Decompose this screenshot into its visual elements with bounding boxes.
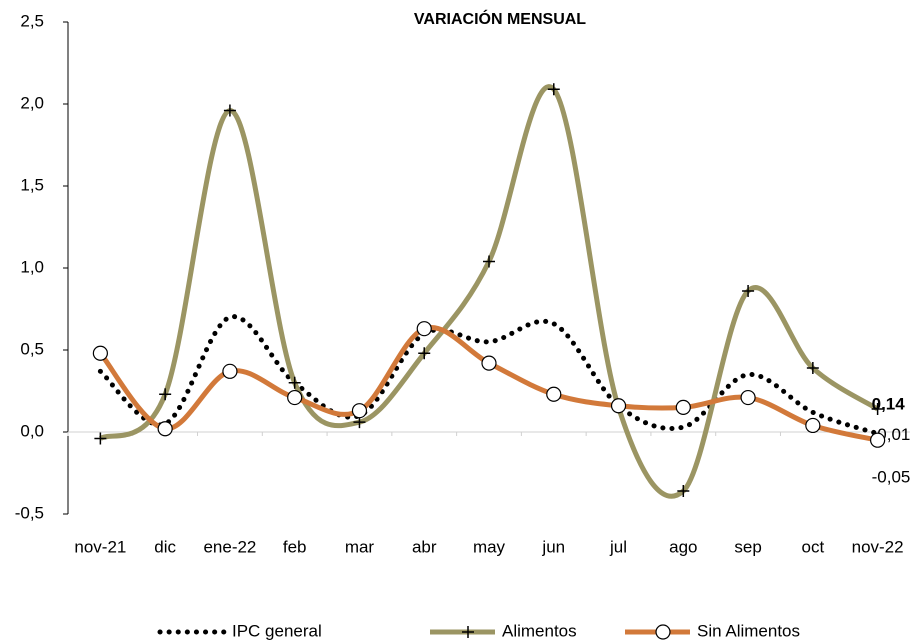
point-marker (157, 421, 173, 437)
point-marker (483, 255, 495, 268)
point-marker (740, 389, 756, 406)
x-tick-label: sep (734, 537, 761, 556)
y-tick-label: 0,0 (20, 421, 44, 440)
point-marker (610, 398, 627, 414)
point-marker (94, 432, 107, 445)
x-tick-label: feb (283, 537, 307, 556)
x-tick-label: ago (669, 537, 697, 556)
legend-label: Sin Alimentos (697, 621, 800, 640)
chart-title: VARIACIÓN MENSUAL (414, 9, 586, 28)
legend-marker (462, 626, 474, 638)
legend-label: Alimentos (502, 621, 577, 640)
y-tick-label: 2,5 (20, 11, 44, 30)
point-marker (675, 399, 691, 415)
point-marker (481, 355, 497, 371)
y-tick-label: 0,5 (20, 339, 44, 358)
point-marker (870, 432, 886, 448)
x-tick-label: abr (412, 537, 437, 556)
point-marker (416, 321, 432, 337)
series-line (97, 314, 881, 437)
y-tick-label: 1,0 (20, 257, 44, 276)
point-marker (351, 403, 368, 419)
y-tick-label: -0,5 (15, 503, 44, 522)
x-tick-label: nov-21 (74, 537, 126, 556)
point-marker (223, 104, 236, 117)
series-line (98, 324, 879, 443)
point-marker (418, 347, 431, 360)
series-line (98, 84, 879, 499)
data-label: -0,05 (872, 468, 911, 487)
x-tick-label: jul (609, 537, 627, 556)
x-tick-label: oct (802, 537, 825, 556)
point-marker (805, 417, 821, 434)
legend-marker (655, 624, 671, 640)
x-tick-label: jun (541, 537, 565, 556)
x-tick-label: may (473, 537, 506, 556)
x-tick-label: dic (154, 537, 176, 556)
y-tick-label: 2,0 (20, 93, 44, 112)
x-tick-label: mar (345, 537, 375, 556)
point-marker (871, 403, 884, 416)
point-marker (288, 376, 301, 389)
point-marker (287, 389, 303, 406)
x-tick-label: nov-22 (852, 537, 904, 556)
point-marker (546, 386, 562, 402)
point-marker (677, 485, 690, 498)
point-marker (222, 363, 238, 379)
y-tick-label: 1,5 (20, 175, 44, 194)
point-marker (547, 83, 560, 96)
legend-label: IPC general (232, 621, 322, 640)
point-marker (159, 388, 172, 401)
point-marker (92, 345, 108, 361)
point-marker (742, 284, 755, 297)
x-tick-label: ene-22 (203, 537, 256, 556)
point-marker (806, 362, 819, 375)
data-label: 0,14 (872, 395, 906, 414)
